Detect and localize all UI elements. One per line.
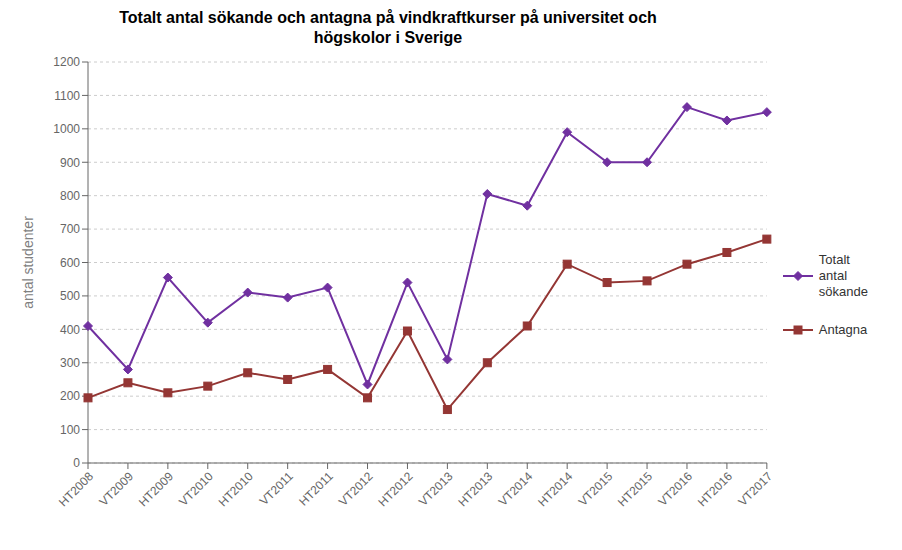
- svg-text:900: 900: [60, 156, 80, 170]
- svg-text:800: 800: [60, 189, 80, 203]
- svg-text:HT2009: HT2009: [136, 469, 176, 509]
- svg-text:VT2012: VT2012: [336, 469, 376, 509]
- html-text:sökande: sökande: [818, 284, 868, 299]
- svg-text:1200: 1200: [53, 55, 80, 69]
- svg-text:HT2014: HT2014: [535, 469, 575, 509]
- svg-text:400: 400: [60, 323, 80, 337]
- html-text:antal: antal: [818, 268, 847, 283]
- html-text:Totalt antal sökande och antag: Totalt antal sökande och antagna på vind…: [119, 9, 657, 26]
- svg-text:VT2010: VT2010: [176, 469, 216, 509]
- svg-text:500: 500: [60, 289, 80, 303]
- svg-text:VT2015: VT2015: [576, 469, 616, 509]
- html-text:Totalt: Totalt: [818, 252, 850, 267]
- svg-text:300: 300: [60, 356, 80, 370]
- svg-text:0: 0: [73, 456, 80, 470]
- svg-text:HT2012: HT2012: [376, 469, 416, 509]
- svg-text:HT2015: HT2015: [615, 469, 655, 509]
- svg-text:HT2010: HT2010: [216, 469, 256, 509]
- svg-text:700: 700: [60, 222, 80, 236]
- svg-text:200: 200: [60, 389, 80, 403]
- svg-text:HT2011: HT2011: [296, 469, 336, 509]
- svg-text:VT2013: VT2013: [416, 469, 456, 509]
- svg-text:antal studenter: antal studenter: [20, 216, 36, 309]
- svg-text:VT2016: VT2016: [656, 469, 696, 509]
- svg-text:VT2014: VT2014: [496, 469, 536, 509]
- svg-text:VT2011: VT2011: [257, 469, 296, 508]
- svg-text:HT2016: HT2016: [695, 469, 735, 509]
- svg-text:VT2009: VT2009: [96, 469, 136, 509]
- svg-text:HT2008: HT2008: [56, 469, 96, 509]
- svg-text:100: 100: [60, 423, 80, 437]
- svg-text:HT2013: HT2013: [455, 469, 495, 509]
- svg-text:1000: 1000: [53, 122, 80, 136]
- html-text:Antagna: Antagna: [818, 322, 868, 337]
- svg-text:VT2017: VT2017: [735, 469, 775, 509]
- html-text:högskolor i Sverige: högskolor i Sverige: [313, 29, 463, 46]
- svg-text:1100: 1100: [54, 89, 80, 103]
- svg-text:600: 600: [60, 256, 80, 270]
